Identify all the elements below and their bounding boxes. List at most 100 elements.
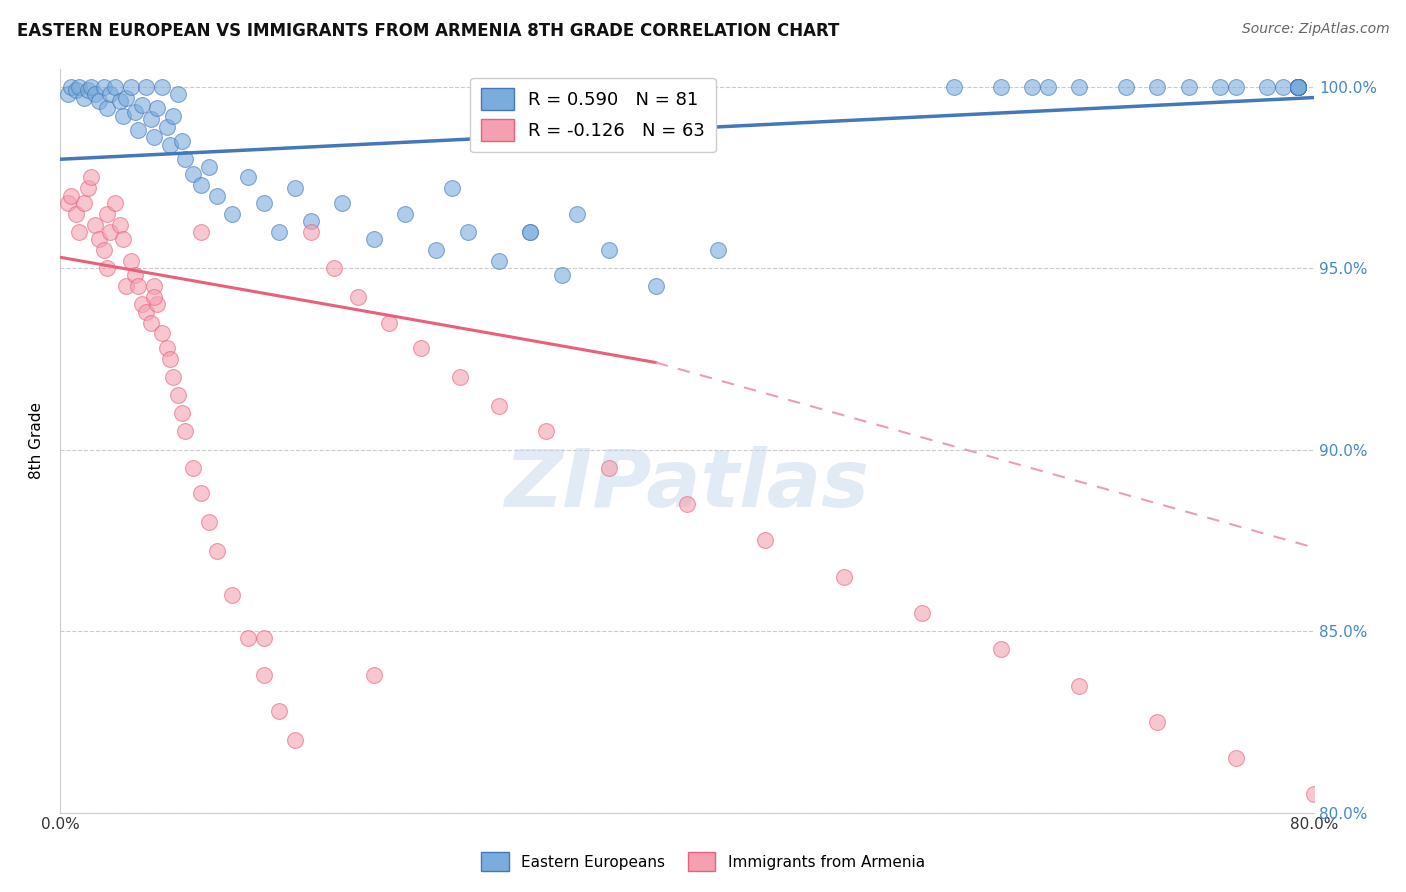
Point (394, 207, 416, 221)
Point (108, 94, 131, 108)
Point (1286, 79, 1309, 94)
Point (1225, 79, 1247, 94)
Point (221, 588, 243, 602)
Point (120, 253, 142, 268)
Point (174, 425, 197, 439)
Point (1209, 79, 1232, 94)
Point (378, 316, 401, 330)
Point (330, 195, 353, 210)
Point (120, 79, 142, 94)
Point (1115, 79, 1137, 94)
Point (111, 109, 134, 123)
Legend: R = 0.590   N = 81, R = -0.126   N = 63: R = 0.590 N = 81, R = -0.126 N = 63 (471, 78, 716, 153)
Point (299, 214, 322, 228)
Text: EASTERN EUROPEAN VS IMMIGRANTS FROM ARMENIA 8TH GRADE CORRELATION CHART: EASTERN EUROPEAN VS IMMIGRANTS FROM ARME… (17, 22, 839, 40)
Point (83, 87, 105, 101)
Point (1286, 79, 1309, 94)
Point (284, 181, 307, 195)
Point (146, 297, 169, 311)
Point (488, 399, 510, 413)
Point (676, 497, 699, 511)
Point (990, 79, 1012, 94)
Point (1177, 79, 1199, 94)
Point (440, 181, 463, 195)
Point (104, 195, 127, 210)
Point (190, 225, 212, 239)
Point (409, 341, 432, 355)
Point (72, 195, 94, 210)
Point (127, 123, 149, 137)
Point (488, 253, 510, 268)
Point (1286, 79, 1309, 94)
Point (519, 225, 541, 239)
Point (990, 642, 1012, 657)
Point (550, 268, 572, 283)
Point (131, 98, 153, 112)
Point (1271, 79, 1294, 94)
Point (56, 195, 79, 210)
Point (143, 279, 166, 293)
Point (98, 225, 121, 239)
Point (1286, 79, 1309, 94)
Point (1146, 79, 1168, 94)
Point (1286, 79, 1309, 94)
Point (172, 134, 194, 148)
Point (644, 279, 666, 293)
Point (1286, 79, 1309, 94)
Point (1067, 79, 1090, 94)
Point (221, 207, 243, 221)
Point (96, 102, 118, 116)
Point (832, 569, 855, 583)
Point (60, 79, 83, 94)
Point (1021, 79, 1043, 94)
Point (143, 130, 166, 145)
Point (457, 225, 479, 239)
Point (131, 297, 153, 311)
Point (166, 87, 188, 101)
Point (56, 87, 79, 101)
Point (449, 370, 471, 384)
Point (942, 79, 965, 94)
Point (146, 102, 169, 116)
Point (707, 243, 730, 257)
Point (115, 90, 138, 104)
Point (96, 261, 118, 276)
Point (198, 515, 221, 529)
Point (72, 90, 94, 104)
Point (98, 87, 121, 101)
Point (96, 207, 118, 221)
Point (115, 279, 138, 293)
Point (236, 170, 259, 185)
Point (1286, 79, 1309, 94)
Point (253, 632, 276, 646)
Point (139, 316, 162, 330)
Point (1286, 79, 1309, 94)
Point (93, 79, 115, 94)
Point (205, 544, 228, 558)
Point (519, 225, 541, 239)
Point (1036, 79, 1059, 94)
Point (323, 261, 346, 276)
Point (284, 733, 307, 747)
Point (65, 83, 87, 97)
Point (190, 486, 212, 500)
Point (190, 178, 212, 192)
Point (139, 112, 162, 127)
Point (162, 370, 184, 384)
Point (253, 195, 276, 210)
Point (425, 243, 447, 257)
Point (1286, 79, 1309, 94)
Point (205, 188, 228, 202)
Point (93, 243, 115, 257)
Point (363, 667, 385, 681)
Point (754, 533, 776, 548)
Point (127, 279, 149, 293)
Point (181, 460, 204, 475)
Text: Source: ZipAtlas.com: Source: ZipAtlas.com (1241, 22, 1389, 37)
Point (1286, 79, 1309, 94)
Point (104, 79, 127, 94)
Point (108, 218, 131, 232)
Point (299, 225, 322, 239)
Text: ZIPatlas: ZIPatlas (505, 446, 869, 524)
Point (83, 218, 105, 232)
